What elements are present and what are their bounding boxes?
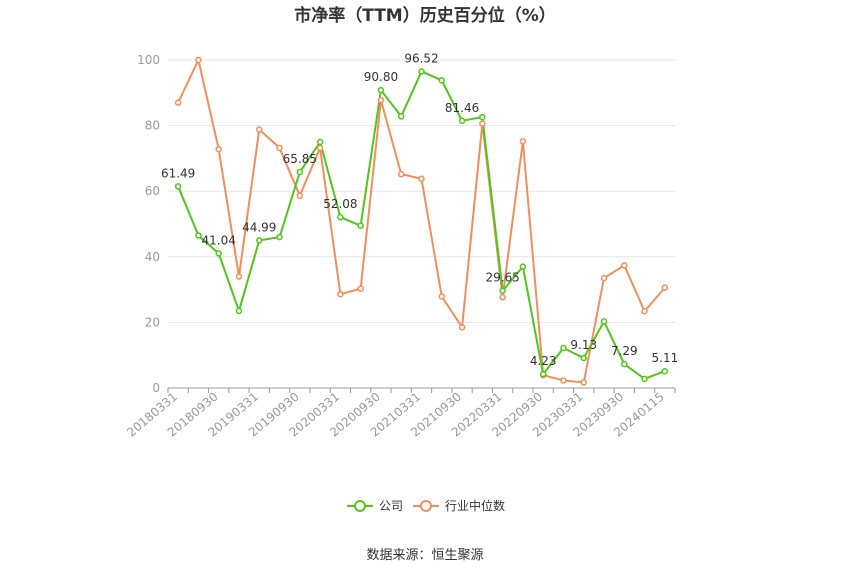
company-data-point[interactable] [256,237,263,244]
grid [168,59,675,323]
industry-median-data-point[interactable] [296,192,304,200]
company-data-label: 5.11 [652,351,679,365]
company-data-point[interactable] [641,375,648,383]
company-data-label: 90.80 [364,70,398,84]
company-data-label: 4.23 [530,354,557,368]
company-data-point[interactable] [661,367,669,375]
company-data-point[interactable] [438,77,446,84]
industry-median-data-point[interactable] [357,285,364,292]
legend-company-label: 公司 [379,499,403,513]
y-tick-label: 100 [137,53,160,67]
legend-industry-label: 行业中位数 [445,498,505,513]
company-data-point[interactable] [519,263,527,270]
industry-median-data-point[interactable] [418,175,425,182]
industry-median-data-point[interactable] [560,377,567,384]
company-data-point[interactable] [235,307,243,315]
legend-industry-marker [420,500,432,512]
y-tick-label: 60 [145,184,160,198]
industry-median-data-point[interactable] [479,120,486,127]
industry-median-data-point[interactable] [600,274,608,282]
industry-median-data-point[interactable] [337,290,344,298]
company-data-label: 41.04 [202,233,236,247]
industry-median-data-point[interactable] [519,138,527,145]
company-data-label: 52.08 [323,197,357,211]
data-labels: 61.49 41.04 44.99 65.85 52.08 90.80 96.52 81.46… [161,51,678,368]
company-data-label: 9.13 [570,338,597,352]
y-axis-ticks: 0 20 40 60 80 100 [137,53,160,395]
chart-title: 市净率（TTM）历史百分位（%） [294,5,556,26]
company-data-label: 61.49 [161,166,195,180]
industry-median-data-point[interactable] [499,293,506,301]
company-data-label: 44.99 [242,220,276,234]
company-data-point[interactable] [397,113,405,120]
company-data-point[interactable] [377,86,385,94]
company-data-point[interactable] [337,213,344,221]
industry-median-data-point[interactable] [195,56,202,64]
company-data-point[interactable] [174,183,182,190]
company-data-label: 7.29 [611,344,638,358]
company-data-point[interactable] [560,344,567,352]
company-data-point[interactable] [296,168,304,176]
industry-median-data-point[interactable] [215,145,222,153]
industry-median-data-point[interactable] [641,307,648,315]
industry-median-data-point[interactable] [316,144,324,152]
y-tick-label: 40 [145,250,160,264]
industry-median-data-point[interactable] [580,379,587,386]
company-data-point[interactable] [276,233,283,241]
company-data-point[interactable] [316,138,324,146]
company-data-point[interactable] [621,360,628,368]
company-data-point[interactable] [479,113,486,121]
company-data-point[interactable] [499,287,506,294]
y-tick-label: 80 [145,119,160,133]
data-source-note: 数据来源：恒生聚源 [366,548,483,563]
company-data-point[interactable] [539,370,547,378]
series-points [174,56,669,386]
company-data-label: 65.85 [283,152,317,166]
company-data-label: 96.52 [404,51,438,65]
industry-median-data-point[interactable] [377,96,385,104]
company-data-point[interactable] [195,232,202,239]
legend-item-company[interactable]: 公司 [347,499,403,513]
company-data-point[interactable] [418,68,425,75]
industry-median-data-point[interactable] [438,293,446,300]
legend-item-industry-median[interactable]: 行业中位数 [413,498,505,513]
legend-company-marker [354,500,366,512]
company-data-point[interactable] [600,318,608,325]
industry-median-data-point[interactable] [621,262,628,269]
company-data-point[interactable] [357,222,364,229]
y-tick-label: 0 [152,381,160,395]
industry-median-data-point[interactable] [276,144,283,152]
company-data-point[interactable] [458,117,466,125]
x-axis: 2018033120180930201903312019093020200331… [124,387,676,440]
y-tick-label: 20 [145,315,160,329]
company-data-label: 81.46 [445,101,479,115]
industry-median-data-point[interactable] [174,99,182,106]
legend: 公司 行业中位数 [347,498,505,513]
industry-median-data-point[interactable] [235,273,243,280]
company-data-label: 29.65 [485,271,519,285]
company-data-point[interactable] [215,250,222,257]
industry-median-data-point[interactable] [256,126,263,133]
industry-median-data-point[interactable] [661,284,669,291]
industry-median-data-point[interactable] [458,324,466,331]
company-data-point[interactable] [580,354,587,362]
industry-median-data-point[interactable] [397,170,405,178]
